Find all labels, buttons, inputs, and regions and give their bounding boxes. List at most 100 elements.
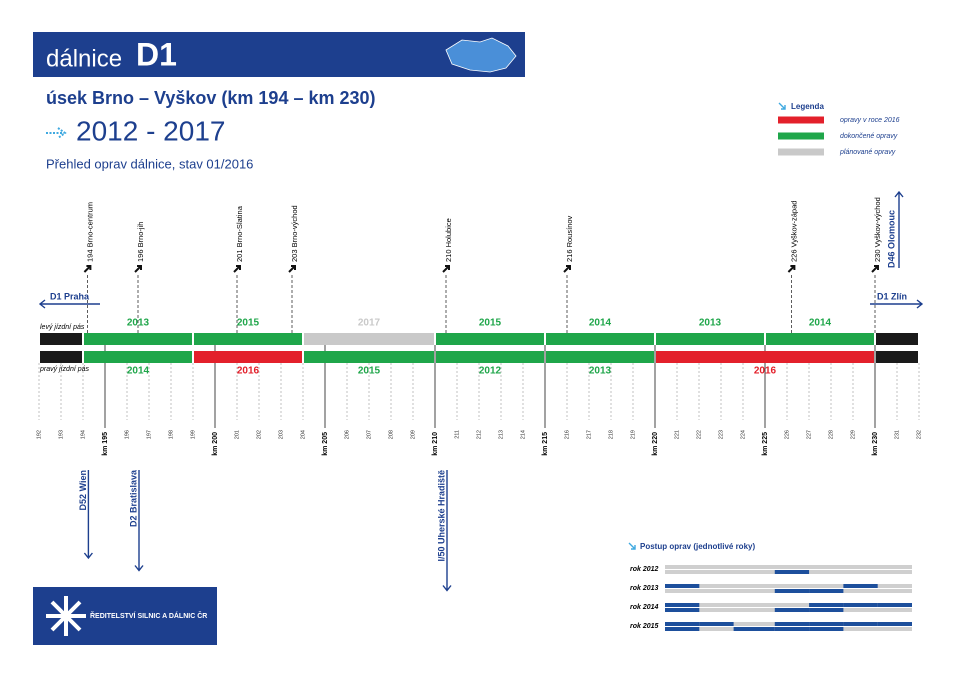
direction-arrow xyxy=(870,299,924,309)
minor-tick-label: 223 xyxy=(718,430,724,439)
direction-south: D2 Bratislava xyxy=(128,469,138,527)
exit-label: 203 Brno-východ xyxy=(290,205,299,262)
minor-tick-label: 194 xyxy=(80,430,86,439)
progress-segment xyxy=(665,603,700,607)
progress-segment xyxy=(665,627,700,631)
exit-icon xyxy=(233,265,241,273)
progress-segment xyxy=(774,608,810,612)
header-band xyxy=(33,32,525,77)
minor-tick-label: 222 xyxy=(696,430,702,439)
exit-label: 216 Rousínov xyxy=(565,215,574,262)
exit-icon xyxy=(442,265,450,273)
minor-tick-label: 202 xyxy=(256,430,262,439)
lane-segment xyxy=(436,351,544,363)
lane-segment xyxy=(194,351,302,363)
minor-tick-label: 209 xyxy=(410,430,416,439)
minor-tick-label: 206 xyxy=(344,430,350,439)
major-tick-label: km 225 xyxy=(762,432,769,456)
direction-south: I/50 Uherské Hradiště xyxy=(436,470,446,562)
segment-year: 2013 xyxy=(699,318,722,329)
lane-segment xyxy=(656,333,764,345)
progress-base xyxy=(665,584,912,588)
minor-tick-label: 224 xyxy=(740,430,746,439)
minor-tick-label: 211 xyxy=(454,430,460,439)
progress-segment xyxy=(699,622,734,626)
exit-icon xyxy=(871,265,879,273)
minor-tick-label: 198 xyxy=(168,430,174,439)
exit-icon xyxy=(787,265,796,273)
major-tick-label: km 205 xyxy=(322,432,329,456)
minor-tick-label: 229 xyxy=(850,430,856,439)
map-icon xyxy=(445,37,517,73)
exit-icon xyxy=(134,265,142,273)
diagram: opravy v roce 2016 dokončené opravy plánov… xyxy=(36,116,924,631)
exit-label: 230 Vyškov-východ xyxy=(873,197,882,262)
segment-year: 2015 xyxy=(237,318,260,329)
direction-arrow xyxy=(894,190,904,268)
progress-segment xyxy=(809,627,844,631)
lane-segment xyxy=(436,333,544,345)
legend-swatch xyxy=(778,116,824,124)
direction-arrow xyxy=(134,470,144,572)
minor-tick-label: 212 xyxy=(476,430,482,439)
progress-segment xyxy=(809,603,844,607)
lane-segment xyxy=(546,333,654,345)
exit-icon xyxy=(563,265,571,273)
progress-segment xyxy=(665,584,700,588)
minor-tick-label: 216 xyxy=(564,430,570,439)
exit-label: 226 Vyškov-západ xyxy=(789,201,798,262)
progress-segment xyxy=(809,622,844,626)
minor-tick-label: 227 xyxy=(806,430,812,439)
logo-icon xyxy=(46,596,86,636)
progress-row-label: rok 2015 xyxy=(630,623,659,630)
minor-tick-label: 219 xyxy=(630,430,636,439)
progress-segment xyxy=(774,570,810,574)
lane-segment xyxy=(546,351,654,363)
legend-label: plánované opravy xyxy=(839,149,896,156)
major-tick-label: km 230 xyxy=(872,432,879,456)
segment-year: 2014 xyxy=(809,318,832,329)
direction-south: D52 Wien xyxy=(78,470,88,510)
direction-north: D46 Olomouc xyxy=(886,210,896,268)
minor-tick-label: 207 xyxy=(366,430,372,439)
exit-label: 196 Brno-jih xyxy=(136,222,145,262)
segment-year: 2014 xyxy=(589,318,612,329)
progress-icon xyxy=(628,542,636,550)
minor-tick-label: 231 xyxy=(894,430,900,439)
progress-segment xyxy=(665,622,700,626)
major-tick-label: km 215 xyxy=(542,432,549,456)
direction-east: D1 Zlín xyxy=(877,291,907,301)
segment-year: 2013 xyxy=(127,318,150,329)
progress-segment xyxy=(877,622,912,626)
legend-label: dokončené opravy xyxy=(840,133,898,140)
minor-tick-label: 218 xyxy=(608,430,614,439)
exit-label: 210 Holubice xyxy=(444,218,453,262)
lane-segment xyxy=(304,333,434,345)
progress-base xyxy=(665,565,912,569)
progress-base xyxy=(665,603,912,607)
minor-tick-label: 203 xyxy=(278,430,284,439)
lane-label: pravý jízdní pás xyxy=(39,366,90,373)
minor-tick-label: 199 xyxy=(190,430,196,439)
segment-year: 2014 xyxy=(127,366,150,377)
progress-row-label: rok 2014 xyxy=(630,604,659,611)
lane-segment xyxy=(656,351,874,363)
progress-segment xyxy=(843,584,878,588)
progress-segment xyxy=(665,608,700,612)
header-title: dálnice xyxy=(46,45,122,72)
minor-tick-label: 221 xyxy=(674,430,680,439)
exit-icon xyxy=(83,265,92,273)
segment-year: 2016 xyxy=(754,366,777,377)
minor-tick-label: 196 xyxy=(124,430,130,439)
subtitle: Přehled oprav dálnice, stav 01/2016 xyxy=(46,156,253,171)
exit-icon xyxy=(288,265,296,273)
progress-segment xyxy=(774,622,810,626)
segment-year: 2017 xyxy=(358,318,381,329)
minor-tick-label: 204 xyxy=(300,430,306,439)
progress-segment xyxy=(774,627,810,631)
major-tick-label: km 220 xyxy=(652,432,659,456)
segment-year: 2016 xyxy=(237,366,260,377)
segment-year: 2015 xyxy=(479,318,502,329)
direction-arrow xyxy=(83,470,93,560)
section-title: úsek Brno – Vyškov (km 194 – km 230) xyxy=(46,88,376,108)
